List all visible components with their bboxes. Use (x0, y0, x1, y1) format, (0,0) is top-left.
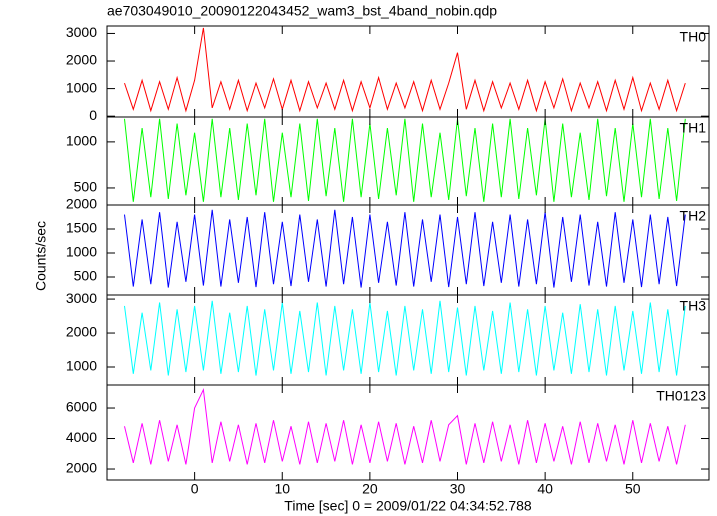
y-tick-label: 1000 (66, 244, 97, 260)
x-tick-label: 40 (537, 481, 553, 497)
x-tick-label: 0 (191, 481, 199, 497)
panel-label: TH2 (680, 208, 707, 224)
panel-frame (106, 294, 710, 386)
panel-frame (106, 25, 710, 118)
y-tick-label: 2000 (66, 460, 97, 476)
y-tick-label: 2000 (66, 196, 97, 212)
y-tick-label: 1500 (66, 220, 97, 236)
y-tick-label: 500 (74, 179, 98, 195)
y-tick-label: 3000 (66, 290, 97, 306)
chart-title: ae703049010_20090122043452_wam3_bst_4ban… (107, 3, 497, 19)
y-tick-label: 500 (74, 268, 98, 284)
y-tick-label: 6000 (66, 399, 97, 415)
data-line (124, 300, 686, 376)
panel-label: TH1 (680, 120, 707, 136)
data-line (124, 27, 686, 113)
data-line (124, 387, 686, 465)
y-tick-label: 1000 (66, 358, 97, 374)
x-tick-label: 50 (625, 481, 641, 497)
panel-frame (106, 384, 710, 481)
panel-label: TH0 (680, 29, 707, 45)
y-tick-label: 2000 (66, 324, 97, 340)
y-axis-label: Counts/sec (33, 221, 49, 291)
y-tick-label: 0 (89, 107, 97, 123)
x-tick-label: 10 (274, 481, 290, 497)
y-tick-label: 1000 (66, 79, 97, 95)
data-line (124, 118, 686, 202)
x-tick-label: 30 (450, 481, 466, 497)
panel-label: TH0123 (656, 388, 706, 404)
y-tick-label: 1000 (66, 133, 97, 149)
y-tick-label: 3000 (66, 24, 97, 40)
x-tick-label: 20 (362, 481, 378, 497)
x-axis-label: Time [sec] 0 = 2009/01/22 04:34:52.788 (284, 498, 532, 514)
y-tick-label: 4000 (66, 429, 97, 445)
data-line (124, 209, 686, 288)
y-tick-label: 2000 (66, 52, 97, 68)
panel-frame (106, 204, 710, 296)
panel-label: TH3 (680, 298, 707, 314)
